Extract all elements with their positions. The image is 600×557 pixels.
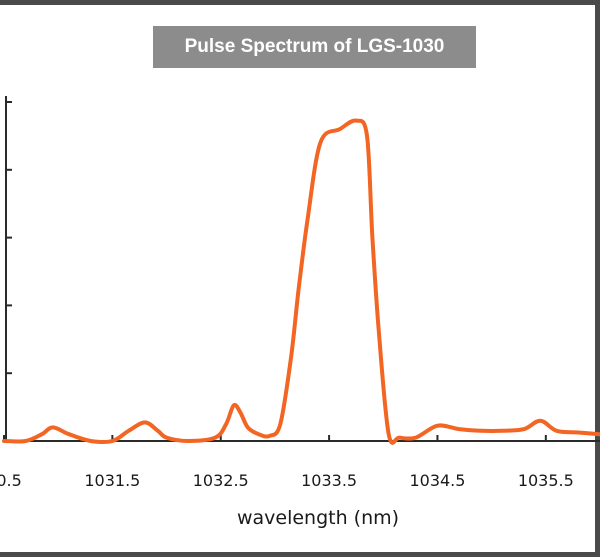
plot-area [2,118,600,445]
spectrum-series-line [2,118,600,445]
x-tick-label: 1031.5 [84,471,140,490]
x-tick-label: 1034.5 [409,471,465,490]
x-tick-label: 1032.5 [193,471,249,490]
x-tick-label: 1035.5 [518,471,574,490]
x-tick-label: 30.5 [0,471,22,490]
x-axis-label: wavelength (nm) [237,507,399,529]
x-tick-labels: 30.5 1031.5 1032.5 1033.5 1034.5 1035.5 [0,471,574,490]
chart-title: Pulse Spectrum of LGS-1030 [153,26,476,68]
x-tick-label: 1033.5 [301,471,357,490]
